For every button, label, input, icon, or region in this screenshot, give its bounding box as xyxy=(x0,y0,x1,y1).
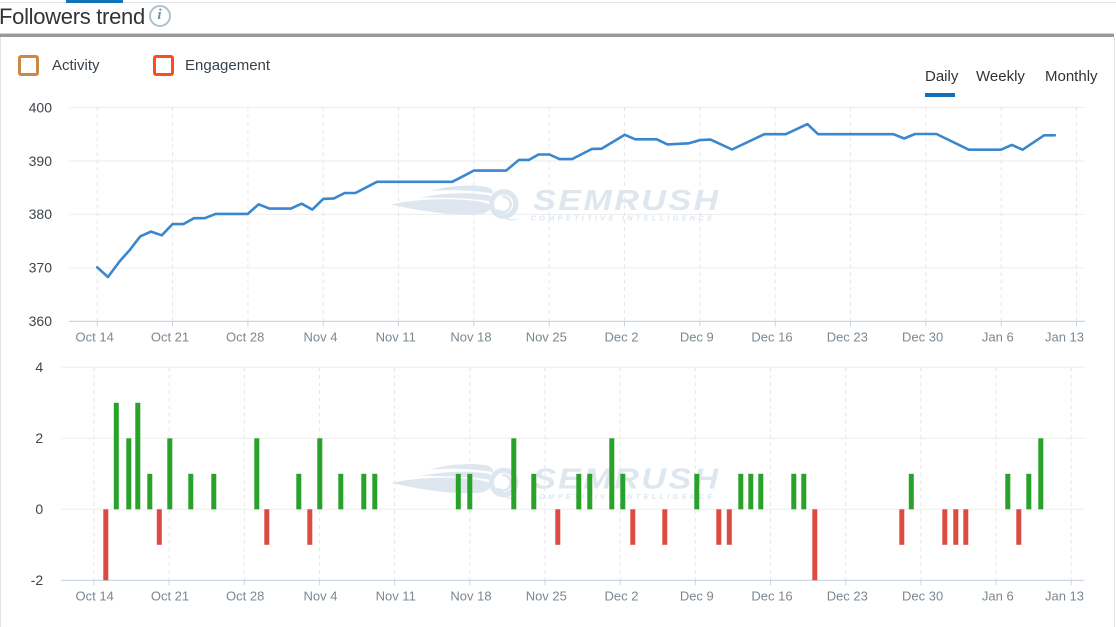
svg-text:Dec 2: Dec 2 xyxy=(605,589,639,604)
svg-text:0: 0 xyxy=(35,501,43,517)
svg-text:Nov 18: Nov 18 xyxy=(450,589,491,604)
svg-text:Oct 28: Oct 28 xyxy=(226,589,264,604)
svg-text:Dec 2: Dec 2 xyxy=(605,330,639,345)
svg-text:Oct 21: Oct 21 xyxy=(151,589,189,604)
svg-text:Nov 4: Nov 4 xyxy=(304,589,338,604)
svg-text:Dec 23: Dec 23 xyxy=(827,589,868,604)
svg-text:390: 390 xyxy=(29,153,53,169)
svg-text:SEMRUSH: SEMRUSH xyxy=(533,183,721,216)
svg-text:Jan 6: Jan 6 xyxy=(982,589,1014,604)
svg-text:Nov 25: Nov 25 xyxy=(526,330,567,345)
svg-text:Jan 13: Jan 13 xyxy=(1045,330,1084,345)
svg-text:Oct 14: Oct 14 xyxy=(76,589,114,604)
svg-text:380: 380 xyxy=(29,206,53,222)
svg-text:-2: -2 xyxy=(31,572,44,588)
svg-text:Dec 16: Dec 16 xyxy=(751,330,792,345)
svg-text:Oct 14: Oct 14 xyxy=(76,330,114,345)
svg-text:Oct 28: Oct 28 xyxy=(226,330,264,345)
svg-text:Dec 9: Dec 9 xyxy=(680,589,714,604)
svg-text:Dec 30: Dec 30 xyxy=(902,330,943,345)
svg-text:Dec 23: Dec 23 xyxy=(827,330,868,345)
svg-text:COMPETITIVE INTELLIGENCE: COMPETITIVE INTELLIGENCE xyxy=(531,214,716,223)
svg-text:Nov 18: Nov 18 xyxy=(450,330,491,345)
svg-text:Dec 30: Dec 30 xyxy=(902,589,943,604)
svg-text:Nov 25: Nov 25 xyxy=(526,589,567,604)
svg-text:400: 400 xyxy=(29,99,53,115)
svg-text:Oct 21: Oct 21 xyxy=(151,330,189,345)
svg-text:2: 2 xyxy=(35,430,43,446)
svg-text:360: 360 xyxy=(29,313,53,329)
svg-text:Nov 11: Nov 11 xyxy=(376,330,416,345)
svg-text:4: 4 xyxy=(35,359,43,375)
svg-text:370: 370 xyxy=(29,260,53,276)
svg-text:Nov 4: Nov 4 xyxy=(304,330,338,345)
svg-text:Jan 13: Jan 13 xyxy=(1045,589,1084,604)
svg-text:Dec 9: Dec 9 xyxy=(680,330,714,345)
svg-text:Nov 11: Nov 11 xyxy=(376,589,416,604)
svg-text:Dec 16: Dec 16 xyxy=(751,589,792,604)
svg-text:Jan 6: Jan 6 xyxy=(982,330,1014,345)
